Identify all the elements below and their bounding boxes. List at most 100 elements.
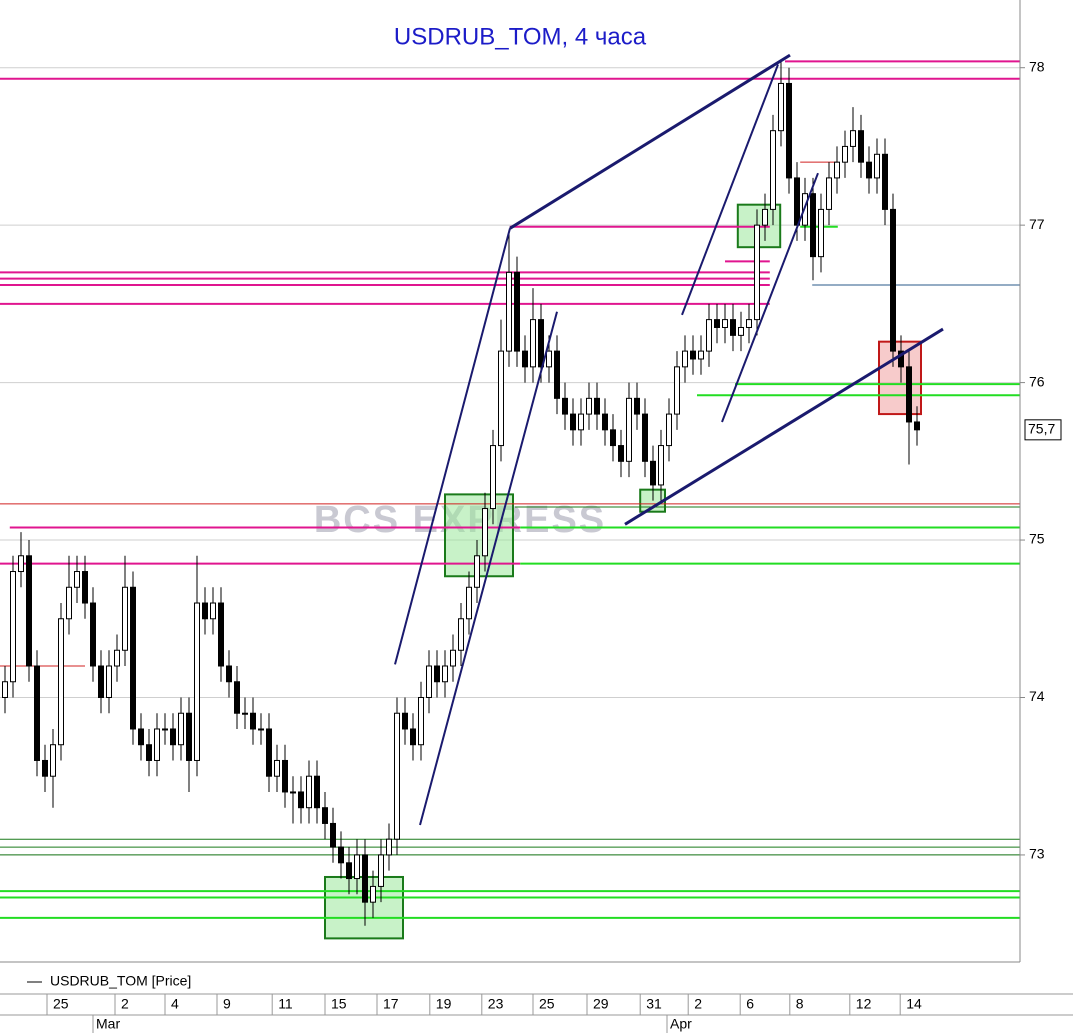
candle-body [514,271,520,352]
candle-body [738,326,744,336]
candle-body [362,854,368,903]
candle-body [242,712,248,715]
x-tick-label: 11 [278,996,293,1012]
candle-body [18,555,24,573]
trend-line [419,311,558,826]
candle-body [10,571,16,683]
trend-line [681,64,779,316]
candle-body [394,712,400,840]
x-tick-label: 12 [856,996,872,1012]
trend-line [509,53,791,230]
candle-body [82,571,88,604]
candle-body [346,862,352,880]
trendlines [394,53,944,826]
candle-body [98,665,104,698]
candle-body [410,728,416,746]
candle-body [218,602,224,667]
x-tick-label: 2 [694,996,702,1012]
y-tick-label: 75 [1029,531,1045,547]
x-tick-label: 6 [746,996,754,1012]
candle-body [386,838,392,856]
month-label: Mar [96,1016,120,1032]
candle-body [658,445,664,486]
candle-body [170,728,176,746]
last-price-label: 75,7 [1028,421,1055,437]
x-tick-label: 19 [436,996,452,1012]
candle-body [506,271,512,352]
candle-body [762,208,768,226]
candle-body [610,429,616,447]
candle-body [274,759,280,777]
candle-body [114,649,120,667]
candle-body [690,350,696,360]
trend-line [394,228,511,665]
candle-body [490,445,496,510]
candle-body [106,665,112,698]
candle-body [42,759,48,777]
candle-body [138,728,144,746]
candle-body [250,712,256,730]
x-tick-label: 9 [223,996,231,1012]
x-tick-label: 25 [53,996,69,1012]
candle-body [626,397,632,462]
candle-body [746,319,752,328]
candle-body [378,854,384,887]
candle-body [186,712,192,761]
candle-body [722,319,728,328]
candle-body [210,602,216,620]
candle-body [586,397,592,415]
candle-body [842,145,848,163]
x-tick-label: 4 [171,996,179,1012]
candle-body [354,854,360,880]
candle-body [554,350,560,399]
candle-body [314,775,320,809]
candle-body [330,822,336,848]
candle-body [474,555,480,588]
candle-body [130,586,136,730]
candle-body [50,744,56,777]
x-tick-label: 8 [796,996,804,1012]
candle-body [482,508,488,557]
candle-body [770,130,776,210]
x-tick-label: 17 [383,996,399,1012]
x-tick-label: 29 [593,996,609,1012]
candle-body [338,846,344,864]
candle-body [682,350,688,368]
chart-title: USDRUB_TOM, 4 часа [394,23,647,50]
x-tick-label: 15 [331,996,347,1012]
candle-body [890,208,896,352]
axes: 73 74 75 76 77 78 25 2 4 9 11 15 17 19 23 25 29 31 2 6 8 12 14… [46,58,1062,1033]
candle-body [914,421,920,431]
candle-body [602,413,608,431]
candle-body [634,397,640,415]
candle-body [562,397,568,415]
candle-body [90,602,96,667]
candle-body [778,82,784,132]
candle-body [522,350,528,368]
candle-body [266,728,272,777]
candle-body [370,885,376,903]
trend-line [721,172,819,423]
candle-body [642,413,648,462]
candle-body [162,728,168,731]
candle-body [402,712,408,730]
candle-body [322,807,328,824]
candle-body [666,413,672,447]
y-tick-label: 73 [1029,846,1045,862]
candle-body [122,586,128,651]
candle-body [458,618,464,651]
candle-body [618,445,624,462]
candle-body [866,161,872,179]
candle-body [706,319,712,352]
candle-body [26,555,32,667]
candle-body [650,460,656,486]
candle-body [466,586,472,620]
candle-body [578,413,584,431]
candle-body [754,224,760,321]
candle-body [234,681,240,714]
candle-body [882,153,888,210]
candle-body [66,586,72,620]
candle-body [74,571,80,588]
